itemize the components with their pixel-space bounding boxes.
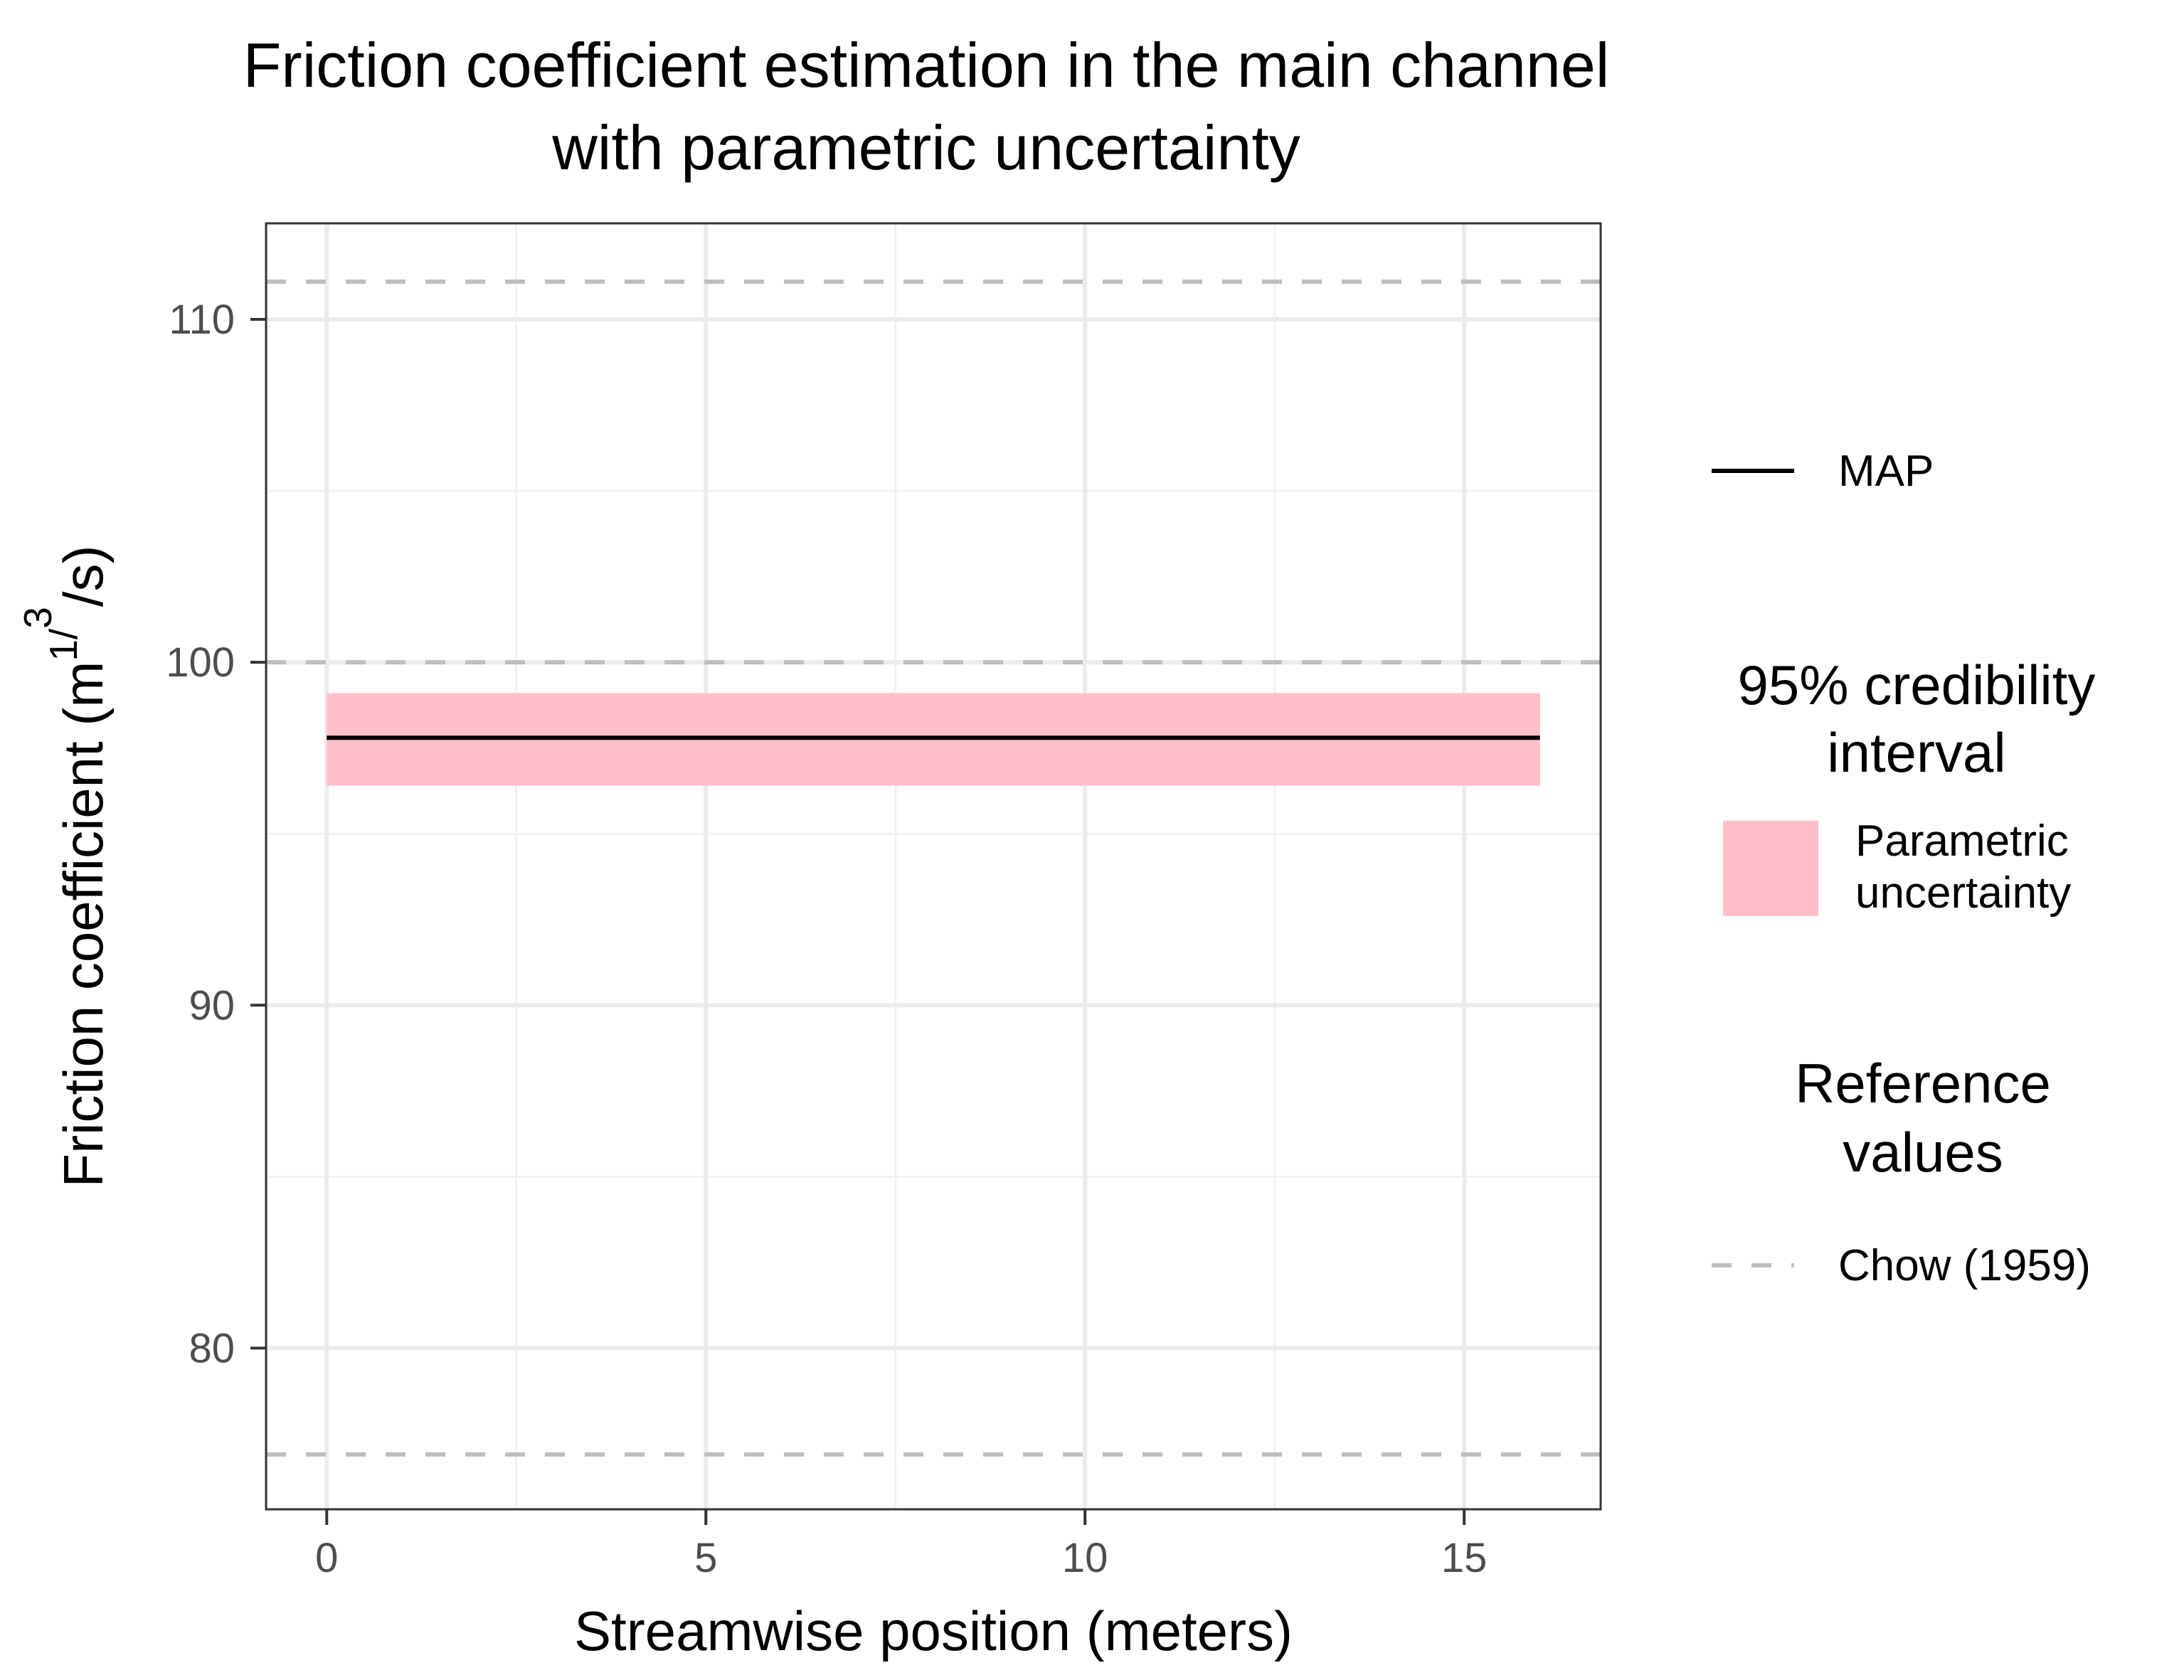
y-tick-label-3: 110 [169, 297, 235, 343]
y-axis-title-sup-1: 1 [41, 639, 85, 661]
panel-background [266, 223, 1601, 1509]
y-axis-title-slash: / [41, 628, 85, 639]
legend-title-interval-line-2: interval [1827, 721, 2005, 784]
y-axis-title-end: /s) [52, 546, 115, 607]
y-axis: 80 90 100 110 [166, 297, 266, 1371]
chart-title: Friction coefficient estimation in the m… [243, 30, 1610, 183]
grid-minor-lines [266, 223, 1601, 1509]
legend-title-reference-line-2: values [1843, 1121, 2003, 1184]
legend-label-interval-line-2: uncertainty [1855, 868, 2071, 918]
x-tick-label-2: 10 [1062, 1535, 1108, 1581]
x-tick-label-0: 0 [315, 1535, 338, 1581]
y-tick-label-2: 100 [166, 639, 235, 686]
x-axis: 0 5 10 15 [315, 1509, 1487, 1581]
chart-title-line-1: Friction coefficient estimation in the m… [243, 30, 1610, 100]
x-axis-title: Streamwise position (meters) [574, 1600, 1293, 1662]
grid-major-lines [266, 223, 1601, 1509]
plot-panel [265, 222, 1602, 1511]
legend-title-interval-line-1: 95% credibility [1738, 654, 2096, 716]
y-axis-title-main: Friction coefficient (m [52, 661, 115, 1188]
y-axis-title: Friction coefficient (m1/3/s) [16, 546, 115, 1188]
chart-title-line-2: with parametric uncertainty [551, 112, 1300, 183]
legend-label-map: MAP [1838, 447, 1934, 496]
legend-key-interval [1723, 821, 1818, 916]
legend-label-interval-line-1: Parametric [1855, 817, 2069, 866]
y-tick-label-1: 90 [189, 982, 235, 1028]
panel-border [265, 222, 1602, 1511]
legend-title-reference-line-1: Reference [1795, 1052, 2051, 1115]
y-axis-title-sup-2: 3 [16, 607, 60, 629]
x-tick-label-1: 5 [694, 1535, 717, 1581]
legend: MAP 95% credibility interval Parametric … [1712, 447, 2095, 1290]
legend-label-reference: Chow (1959) [1838, 1241, 2091, 1290]
y-tick-label-0: 80 [189, 1325, 235, 1371]
x-tick-label-3: 15 [1441, 1535, 1488, 1581]
